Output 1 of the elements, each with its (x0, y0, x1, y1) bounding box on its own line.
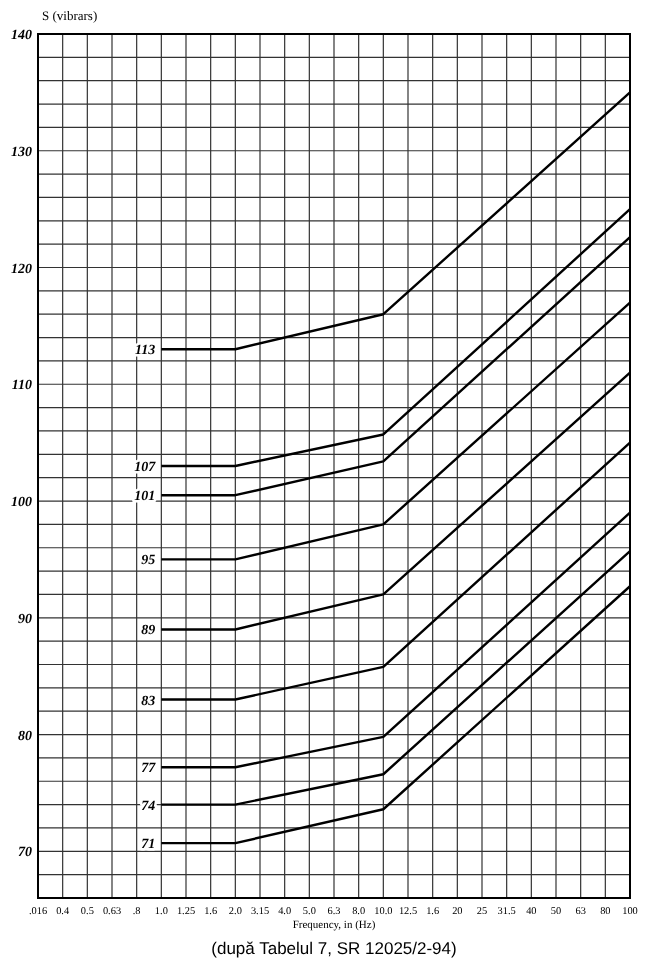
text: (după Tabelul 7, SR 12025/2-94) (211, 938, 458, 958)
